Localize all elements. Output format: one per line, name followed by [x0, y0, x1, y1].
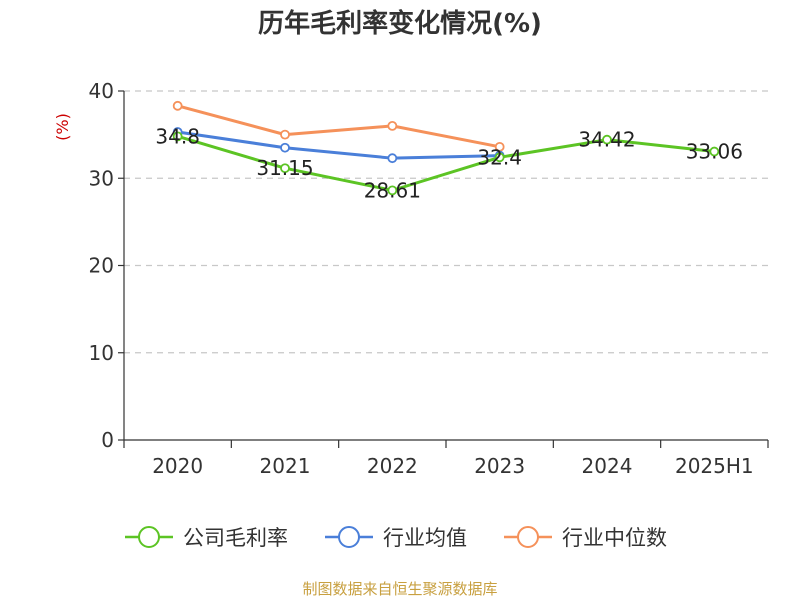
y-tick-label-40: 40: [89, 79, 114, 103]
series-0-point-2024: [602, 134, 612, 145]
series-line-0: [177, 134, 715, 192]
x-tick-label-2023: 2023: [474, 454, 525, 478]
data-label-2020: 34.8: [155, 124, 200, 148]
y-axis-unit: (%): [53, 113, 72, 141]
x-tick-label-2024: 2024: [582, 454, 633, 478]
x-tick-label-2022: 2022: [367, 454, 418, 478]
x-tick-label-2021: 2021: [260, 454, 311, 478]
series-0-point-2023: [494, 152, 505, 163]
legend-marker-0: [138, 526, 160, 548]
y-tick-label-30: 30: [89, 166, 114, 190]
series-lines: [172, 100, 720, 196]
axes: 0 10 20 30 40 2020 2021 2022 2023 2024 2025H1: [89, 79, 769, 478]
data-labels: 34.8 31.15 28.61 32.4 34.42 33.06: [155, 124, 743, 202]
series-2-point-2022: [387, 121, 398, 131]
series-2-point-2020: [172, 100, 183, 111]
series-0-point-2022: [387, 185, 398, 196]
legend-label-0: 公司毛利率: [183, 526, 288, 550]
legend-marker-1: [338, 526, 360, 548]
x-tick-label-2025H1: 2025H1: [675, 454, 754, 478]
y-tick-label-10: 10: [89, 341, 114, 365]
data-label-2025H1: 33.06: [686, 140, 743, 164]
series-0-point-2020: [172, 131, 183, 142]
data-label-2023: 32.4: [477, 145, 522, 169]
data-label-2024: 34.42: [578, 128, 635, 152]
y-tick-label-0: 0: [101, 428, 114, 452]
series-2-point-2021: [280, 129, 290, 140]
legend: 公司毛利率 行业均值 行业中位数: [125, 526, 667, 550]
series-0-point-2025H1: [709, 146, 720, 157]
legend-marker-2: [517, 526, 539, 548]
series-1-point-2021: [280, 142, 290, 153]
source-note: 制图数据来自恒生聚源数据库: [302, 580, 497, 598]
legend-label-2: 行业中位数: [562, 526, 667, 550]
x-tick-label-2020: 2020: [152, 454, 203, 478]
series-0-point-2021: [280, 163, 290, 174]
data-label-2021: 31.15: [256, 156, 313, 180]
grid-lines: [124, 90, 768, 354]
chart-title: 历年毛利率变化情况(%): [258, 8, 542, 39]
series-1-point-2022: [387, 153, 398, 164]
series-line-2: [177, 104, 500, 149]
y-tick-label-20: 20: [89, 254, 114, 278]
series-line-1: [177, 130, 500, 160]
data-label-2022: 28.61: [364, 178, 421, 202]
legend-label-1: 行业均值: [383, 526, 467, 550]
